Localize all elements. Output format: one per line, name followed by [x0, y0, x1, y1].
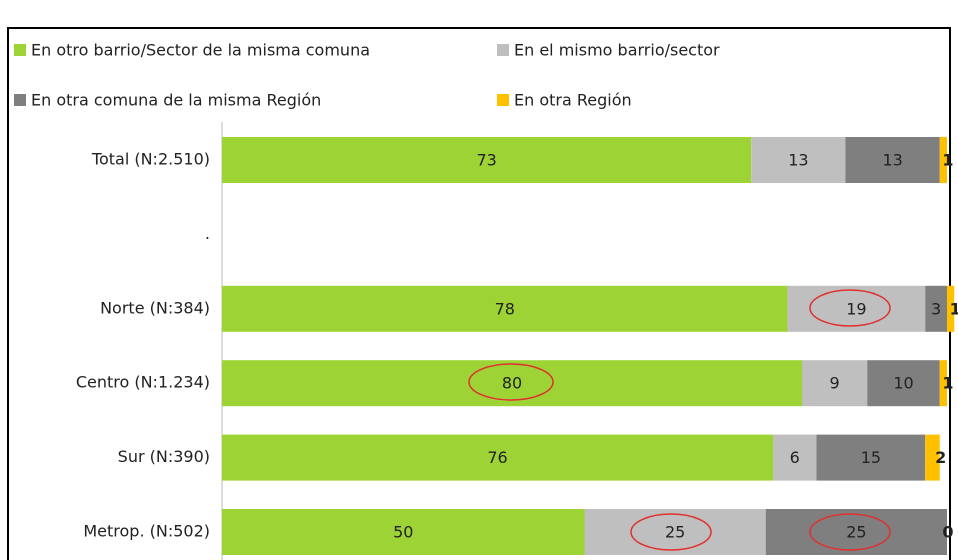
bar-segment [867, 360, 940, 407]
bar-segment [939, 137, 947, 183]
data-label: 2 [935, 448, 946, 467]
data-label: 1 [942, 374, 953, 393]
data-label: 3 [931, 299, 941, 318]
data-label: 0 [942, 523, 953, 542]
data-label: 76 [487, 448, 507, 467]
bar-segment [222, 509, 585, 555]
y-tick-label: Norte (N:384) [100, 298, 210, 317]
data-label: 73 [476, 151, 496, 170]
data-label: 10 [893, 374, 913, 393]
legend-label: En el mismo barrio/sector [514, 41, 720, 60]
legend-swatch [497, 44, 509, 56]
highlight-circle [468, 363, 554, 401]
data-label: 13 [788, 151, 808, 170]
bar-segment [816, 434, 926, 481]
data-label: 25 [665, 523, 685, 542]
data-label: 9 [830, 374, 840, 393]
bar-segment [584, 509, 766, 555]
data-label: 25 [846, 523, 866, 542]
bar-segment [765, 509, 947, 555]
data-label: 1 [950, 299, 958, 318]
y-tick-label: Metrop. (N:502) [83, 522, 210, 541]
bar-segment [222, 285, 788, 332]
bar-segment [751, 137, 846, 183]
bar-segment [802, 360, 868, 407]
bar-segment [222, 434, 773, 481]
legend-swatch [14, 94, 26, 106]
data-label: 1 [942, 151, 953, 170]
data-label: 19 [846, 299, 866, 318]
legend-swatch [14, 44, 26, 56]
y-tick-label: Sur (N:390) [118, 447, 210, 466]
data-label: 78 [495, 299, 515, 318]
highlight-circle [809, 513, 891, 551]
highlight-circle [809, 289, 891, 327]
data-label: 6 [790, 448, 800, 467]
y-tick-label: Total (N:2.510) [91, 150, 210, 169]
data-label: 50 [393, 523, 413, 542]
bar-segment [773, 434, 817, 481]
data-label: 15 [861, 448, 881, 467]
data-label: 80 [502, 374, 522, 393]
bar-segment [939, 360, 947, 407]
bar-segment [222, 137, 752, 183]
y-tick-label: . [205, 224, 210, 243]
legend-label: En otro barrio/Sector de la misma comuna [31, 41, 370, 60]
legend-label: En otra comuna de la misma Región [31, 91, 321, 110]
data-label: 13 [882, 151, 902, 170]
bar-segment [222, 360, 802, 407]
legend-swatch [497, 94, 509, 106]
bar-segment [845, 137, 940, 183]
y-tick-label: Centro (N:1.234) [76, 373, 210, 392]
highlight-circle [630, 513, 712, 551]
legend-label: En otra Región [514, 91, 632, 110]
bar-segment [925, 434, 940, 481]
bar-segment [925, 285, 947, 332]
bar-segment [947, 285, 955, 332]
